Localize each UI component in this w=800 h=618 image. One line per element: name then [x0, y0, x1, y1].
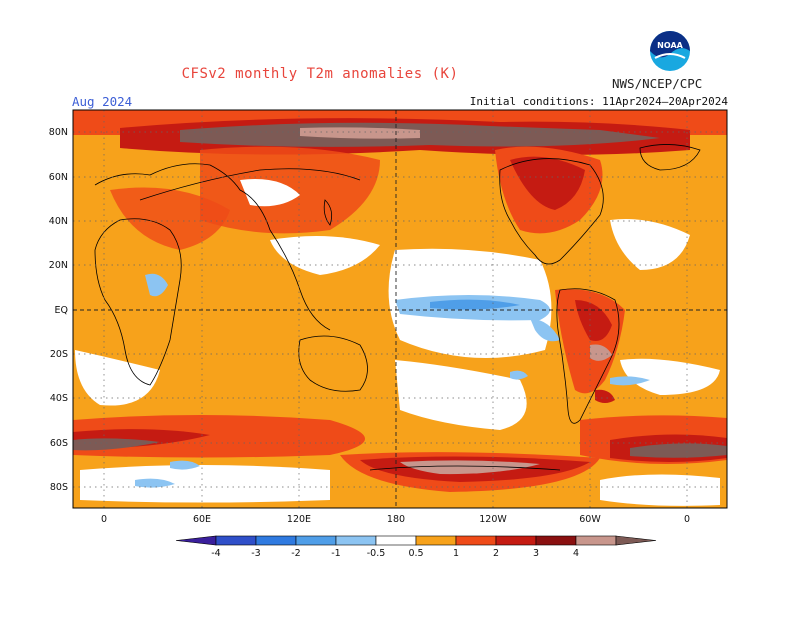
colorbar-segment [375, 535, 417, 546]
lon-label: 60E [193, 514, 211, 525]
colorbar: -4 -3 -2 -1 -0.5 0.5 1 2 3 4 [175, 535, 657, 559]
valid-month-label: Aug 2024 [72, 94, 133, 109]
colorbar-arrow-left [175, 535, 217, 546]
map-frame [72, 109, 728, 509]
lat-label: 80S [50, 482, 68, 493]
lat-label: 40N [49, 216, 68, 227]
graticule [73, 110, 727, 508]
lat-label: 40S [50, 393, 68, 404]
colorbar-arrow-right [615, 535, 657, 546]
logo-text: NOAA [657, 41, 683, 50]
longitude-axis: 0 60E 120E 180 120W 60W 0 [101, 514, 690, 525]
colorbar-label: 3 [533, 548, 539, 559]
colorbar-segment [455, 535, 497, 546]
lon-label: 0 [101, 514, 107, 525]
lon-label: 0 [684, 514, 690, 525]
lat-label: 60N [49, 172, 68, 183]
lat-label: 20S [50, 349, 68, 360]
colorbar-segment [255, 535, 297, 546]
organization-label: NWS/NCEP/CPC [612, 76, 703, 91]
colorbar-label: 2 [493, 548, 499, 559]
colorbar-segment [215, 535, 257, 546]
lon-label: 120W [479, 514, 507, 525]
colorbar-segment [295, 535, 337, 546]
colorbar-segment [535, 535, 577, 546]
lat-label: EQ [55, 305, 68, 316]
colorbar-label: -4 [211, 548, 220, 559]
lat-label: 80N [49, 127, 68, 138]
anomaly-field [73, 110, 727, 508]
noaa-logo: NOAA [650, 31, 690, 71]
lat-label: 60S [50, 438, 68, 449]
colorbar-label: -2 [291, 548, 300, 559]
colorbar-segment [575, 535, 617, 546]
lon-label: 120E [287, 514, 311, 525]
colorbar-label: 4 [573, 548, 579, 559]
initial-conditions-label: Initial conditions: 11Apr2024–20Apr2024 [469, 95, 728, 108]
colorbar-label: 1 [453, 548, 459, 559]
equator-dateline [73, 110, 727, 508]
lon-label: 60W [579, 514, 601, 525]
colorbar-segment [335, 535, 377, 546]
colorbar-segment [495, 535, 537, 546]
colorbar-label: 0.5 [408, 548, 423, 559]
coastlines [94, 144, 701, 471]
map-title: CFSv2 monthly T2m anomalies (K) [181, 66, 459, 82]
colorbar-label: -1 [331, 548, 340, 559]
lon-label: 180 [387, 514, 405, 525]
latitude-axis: 80N 60N 40N 20N EQ 20S 40S 60S 80S [49, 127, 68, 493]
lat-label: 20N [49, 260, 68, 271]
colorbar-segment [415, 535, 457, 546]
colorbar-label: -0.5 [367, 548, 386, 559]
colorbar-label: -3 [251, 548, 260, 559]
